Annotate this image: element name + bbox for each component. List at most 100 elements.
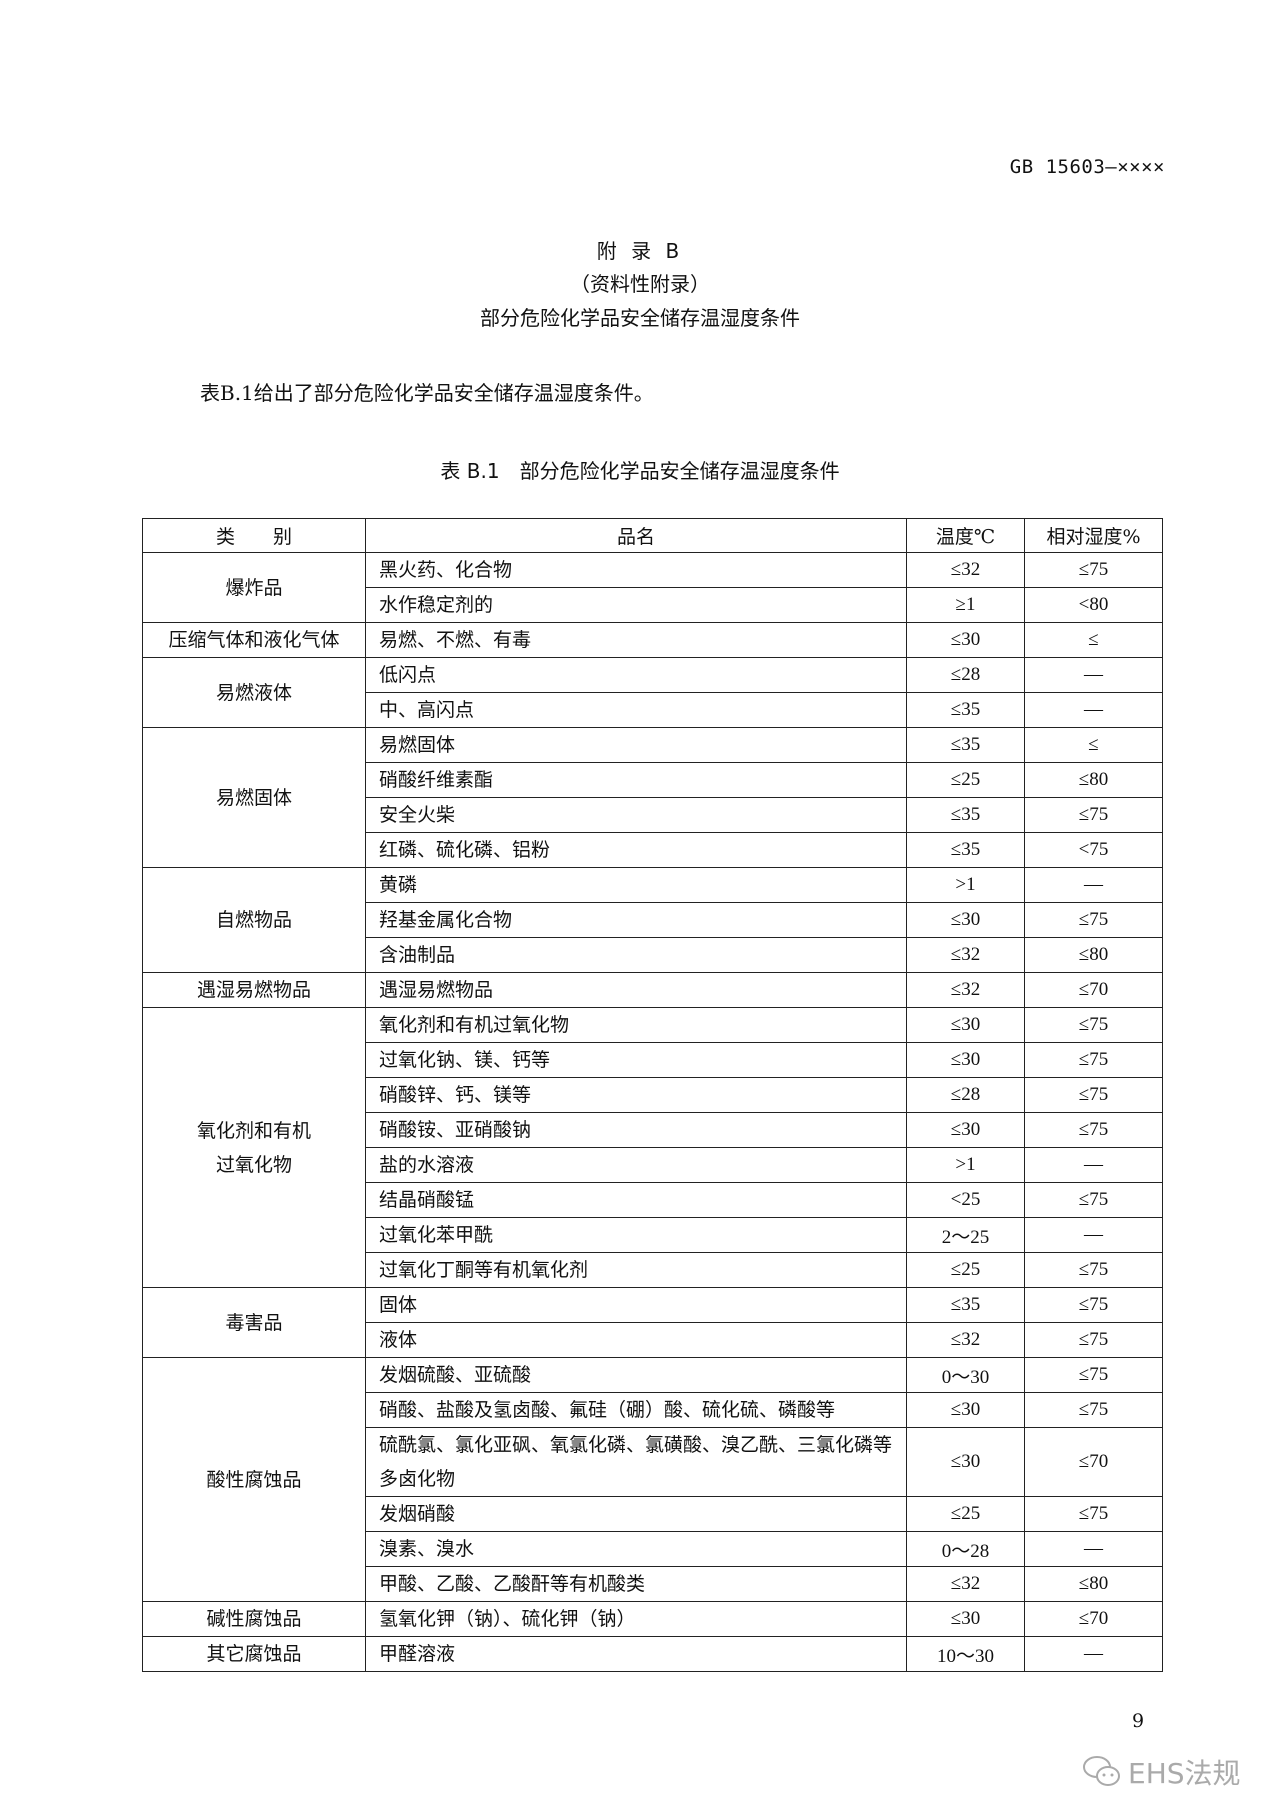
humidity-cell: ≤75 [1024, 1496, 1163, 1532]
table-row: 含油制品 ≤32 ≤80 [143, 937, 1163, 973]
product-name-cell: 过氧化丁酮等有机氧化剂 [365, 1252, 907, 1288]
temperature-cell: ≤25 [906, 762, 1025, 798]
humidity-cell: ≤75 [1024, 1287, 1163, 1323]
storage-conditions-table: 类 别 品名 温度℃ 相对湿度% 爆炸品 黑火药、化合物 ≤32 ≤75 水作稳定剂的 ≥… [142, 518, 1163, 1672]
humidity-cell: — [1024, 867, 1163, 903]
product-name-cell: 含油制品 [365, 937, 907, 973]
temperature-cell: ≤35 [906, 727, 1025, 763]
humidity-cell: ≤70 [1024, 1601, 1163, 1637]
table-caption: 表 B.1 部分危险化学品安全储存温湿度条件 [440, 459, 840, 483]
product-name-cell: 氧化剂和有机过氧化物 [365, 1007, 907, 1043]
temperature-cell: ≤35 [906, 797, 1025, 833]
product-name-cell: 氢氧化钾（钠）、硫化钾（钠） [365, 1601, 907, 1637]
humidity-cell: ≤75 [1024, 1077, 1163, 1113]
temperature-cell: >1 [906, 867, 1025, 903]
table-row: 过氧化钠、镁、钙等 ≤30 ≤75 [143, 1042, 1163, 1078]
product-name-cell: 结晶硝酸锰 [365, 1182, 907, 1218]
temperature-cell: ≥1 [906, 587, 1025, 623]
humidity-cell: — [1024, 1531, 1163, 1567]
table-row: 盐的水溶液 >1— [143, 1147, 1163, 1183]
product-name-cell: 中、高闪点 [365, 692, 907, 728]
temperature-cell: ≤25 [906, 1252, 1025, 1288]
category-cell: 酸性腐蚀品 [142, 1357, 366, 1602]
temperature-cell: ≤30 [906, 622, 1025, 658]
humidity-cell: — [1024, 692, 1163, 728]
temperature-cell: >1 [906, 1147, 1025, 1183]
humidity-cell: ≤ [1024, 727, 1163, 763]
temperature-cell: ≤35 [906, 1287, 1025, 1323]
category-cell: 压缩气体和液化气体 [142, 622, 366, 658]
temperature-cell: ≤35 [906, 832, 1025, 868]
product-name-cell: 固体 [365, 1287, 907, 1323]
humidity-cell: ≤ [1024, 622, 1163, 658]
column-header-category: 类 别 [142, 518, 366, 553]
product-name-cell: 溴素、溴水 [365, 1531, 907, 1567]
table-row: 硝酸锌、钙、镁等 ≤28 ≤75 [143, 1077, 1163, 1113]
product-name-cell: 硝酸纤维素酯 [365, 762, 907, 798]
category-cell: 毒害品 [142, 1287, 366, 1358]
standard-code: GB 15603—×××× [1009, 156, 1165, 178]
table-body: 爆炸品 黑火药、化合物 ≤32 ≤75 水作稳定剂的 ≥1 <80 压缩气体和液化气体 易燃、不… [142, 552, 1163, 1672]
temperature-cell: 10～30 [906, 1636, 1025, 1672]
table-row: 中、高闪点 ≤35— [143, 692, 1163, 728]
table-row: 压缩气体和液化气体 易燃、不燃、有毒 ≤30 ≤ [142, 622, 1163, 658]
column-header-name: 品名 [365, 518, 907, 553]
category-cell: 爆炸品 [142, 552, 366, 623]
temperature-cell: ≤28 [906, 657, 1025, 693]
humidity-cell: ≤75 [1024, 1322, 1163, 1358]
humidity-cell: — [1024, 1217, 1163, 1253]
category-cell: 易燃液体 [142, 657, 366, 728]
category-cell: 易燃固体 [142, 727, 366, 868]
humidity-cell: ≤75 [1024, 1112, 1163, 1148]
watermark: EHS法规 [1082, 1752, 1241, 1792]
table-row: 自燃物品 黄磷 >1— [142, 867, 1163, 973]
temperature-cell: ≤32 [906, 1322, 1025, 1358]
product-name-cell: 易燃固体 [365, 727, 907, 763]
table-row: 其它腐蚀品 甲醛溶液 10～30— [142, 1636, 1163, 1672]
table-row: 遇湿易燃物品 遇湿易燃物品 ≤32 ≤70 [142, 972, 1163, 1008]
temperature-cell: ≤30 [906, 1601, 1025, 1637]
temperature-cell: ≤32 [906, 1566, 1025, 1602]
product-name-cell: 甲酸、乙酸、乙酸酐等有机酸类 [365, 1566, 907, 1602]
table-row: 氧化剂和有机 过氧化物 氧化剂和有机过氧化物 ≤30 ≤75 [142, 1007, 1163, 1288]
humidity-cell: ≤75 [1024, 1007, 1163, 1043]
product-name-cell: 羟基金属化合物 [365, 902, 907, 938]
table-row: 甲酸、乙酸、乙酸酐等有机酸类 ≤32 ≤80 [143, 1566, 1163, 1602]
temperature-cell: 0～30 [906, 1357, 1025, 1393]
category-cell: 氧化剂和有机 过氧化物 [142, 1007, 366, 1288]
table-row: 易燃液体 低闪点 ≤28— [142, 657, 1163, 728]
temperature-cell: ≤35 [906, 692, 1025, 728]
temperature-cell: ≤30 [906, 1007, 1025, 1043]
temperature-cell: ≤30 [906, 902, 1025, 938]
humidity-cell: ≤75 [1024, 1392, 1163, 1428]
table-row: 安全火柴 ≤35 ≤75 [143, 797, 1163, 833]
table-row: 碱性腐蚀品 氢氧化钾（钠）、硫化钾（钠） ≤30 ≤70 [142, 1601, 1163, 1637]
table-row: 硝酸、盐酸及氢卤酸、氟硅（硼）酸、硫化硫、磷酸等 ≤30 ≤75 [143, 1392, 1163, 1428]
humidity-cell: ≤80 [1024, 937, 1163, 973]
temperature-cell: ≤32 [906, 972, 1025, 1008]
humidity-cell: ≤75 [1024, 1182, 1163, 1218]
humidity-cell: <80 [1024, 587, 1163, 623]
column-header-temperature: 温度℃ [906, 518, 1025, 553]
table-row: 红磷、硫化磷、铝粉 ≤35 <75 [143, 832, 1163, 868]
table-row: 爆炸品 黑火药、化合物 ≤32 ≤75 [142, 552, 1163, 623]
category-cell: 碱性腐蚀品 [142, 1601, 366, 1637]
product-name-cell: 遇湿易燃物品 [365, 972, 907, 1008]
category-cell: 其它腐蚀品 [142, 1636, 366, 1672]
table-row: 溴素、溴水 0～28— [143, 1531, 1163, 1567]
product-name-cell: 低闪点 [365, 657, 907, 693]
humidity-cell: ≤75 [1024, 552, 1163, 588]
temperature-cell: ≤25 [906, 1496, 1025, 1532]
table-row: 毒害品 固体 ≤35 ≤75 [142, 1287, 1163, 1358]
temperature-cell: ≤30 [906, 1112, 1025, 1148]
temperature-cell: <25 [906, 1182, 1025, 1218]
product-name-cell: 发烟硫酸、亚硫酸 [365, 1357, 907, 1393]
table-header-row: 类 别 品名 温度℃ 相对湿度% [142, 518, 1163, 553]
humidity-cell: — [1024, 1636, 1163, 1672]
table-row: 水作稳定剂的 ≥1 <80 [143, 587, 1163, 623]
table-row: 硫酰氯、氯化亚砜、氧氯化磷、氯磺酸、溴乙酰、三氯化磷等多卤化物 ≤30 ≤70 [143, 1427, 1163, 1497]
product-name-cell: 易燃、不燃、有毒 [365, 622, 907, 658]
column-header-humidity: 相对湿度% [1024, 518, 1163, 553]
humidity-cell: ≤70 [1024, 972, 1163, 1008]
temperature-cell: 0～28 [906, 1531, 1025, 1567]
